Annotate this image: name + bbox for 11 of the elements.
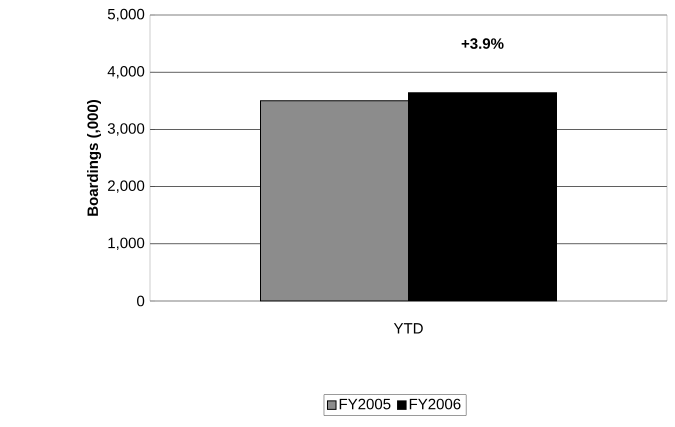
y-tick-label: 3,000 bbox=[108, 123, 144, 136]
annotation: +3.9% bbox=[462, 38, 504, 49]
x-tick-label: YTD bbox=[394, 323, 423, 334]
y-tick-label: 0 bbox=[137, 296, 144, 306]
y-tick-label: 5,000 bbox=[108, 8, 144, 22]
legend-label: FY2006 bbox=[410, 398, 460, 410]
y-tick-label: 1,000 bbox=[108, 238, 144, 250]
y-axis-title: Boardings (,000) bbox=[87, 100, 102, 216]
y-tick-label: 4,000 bbox=[108, 66, 144, 78]
y-tick-label: 2,000 bbox=[108, 180, 144, 193]
legend-label: FY2005 bbox=[340, 398, 390, 410]
